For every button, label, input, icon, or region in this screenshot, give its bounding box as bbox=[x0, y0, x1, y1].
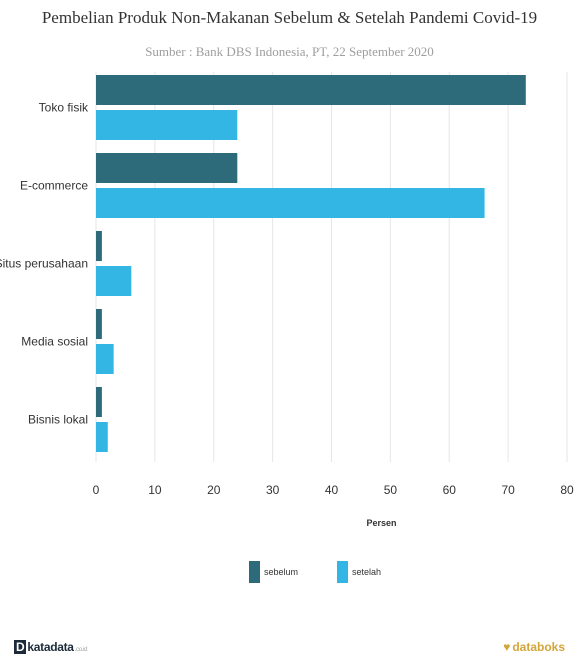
x-tick-label: 20 bbox=[207, 483, 221, 497]
katadata-logo-mark: D bbox=[14, 640, 27, 654]
katadata-logo-text: katadata bbox=[27, 640, 74, 654]
databoks-logo-icon: ♥ bbox=[503, 640, 511, 654]
bar-setelah[interactable] bbox=[96, 422, 108, 452]
x-tick-label: 70 bbox=[501, 483, 515, 497]
legend-swatch-sebelum bbox=[249, 561, 260, 583]
bar-sebelum[interactable] bbox=[96, 75, 526, 105]
x-tick-label: 30 bbox=[266, 483, 280, 497]
x-tick-label: 50 bbox=[384, 483, 398, 497]
bar-sebelum[interactable] bbox=[96, 153, 238, 183]
category-label: E-commerce bbox=[20, 179, 88, 193]
x-tick-label: 40 bbox=[325, 483, 339, 497]
databoks-logo-text: databoks bbox=[512, 640, 565, 654]
chart-title: Pembelian Produk Non-Makanan Sebelum & S… bbox=[41, 8, 538, 27]
legend-item-setelah[interactable]: setelah bbox=[337, 561, 381, 583]
x-axis-title: Persen bbox=[366, 518, 396, 528]
x-tick-label: 10 bbox=[148, 483, 162, 497]
bar-sebelum[interactable] bbox=[96, 231, 102, 261]
databoks-logo: ♥ databoks bbox=[503, 640, 565, 654]
legend-label-sebelum: sebelum bbox=[264, 567, 299, 577]
x-tick-label: 60 bbox=[443, 483, 457, 497]
bar-setelah[interactable] bbox=[96, 110, 238, 140]
bar-setelah[interactable] bbox=[96, 188, 485, 218]
legend: sebelum setelah bbox=[0, 561, 579, 583]
legend-label-setelah: setelah bbox=[352, 567, 382, 577]
category-label: Media sosial bbox=[21, 335, 88, 349]
x-tick-label: 80 bbox=[560, 483, 574, 497]
legend-item-sebelum[interactable]: sebelum bbox=[249, 561, 298, 583]
bar-sebelum[interactable] bbox=[96, 387, 102, 417]
katadata-logo-suffix: .co.id bbox=[74, 647, 88, 653]
chart-subtitle: Sumber : Bank DBS Indonesia, PT, 22 Sept… bbox=[145, 44, 434, 59]
bar-setelah[interactable] bbox=[96, 344, 114, 374]
category-label: Situs perusahaan bbox=[0, 257, 88, 271]
bar-sebelum[interactable] bbox=[96, 309, 102, 339]
bar-setelah[interactable] bbox=[96, 266, 132, 296]
legend-swatch-setelah bbox=[337, 561, 348, 583]
x-tick-label: 0 bbox=[93, 483, 100, 497]
category-label: Bisnis lokal bbox=[28, 413, 88, 427]
category-label: Toko fisik bbox=[39, 101, 89, 115]
